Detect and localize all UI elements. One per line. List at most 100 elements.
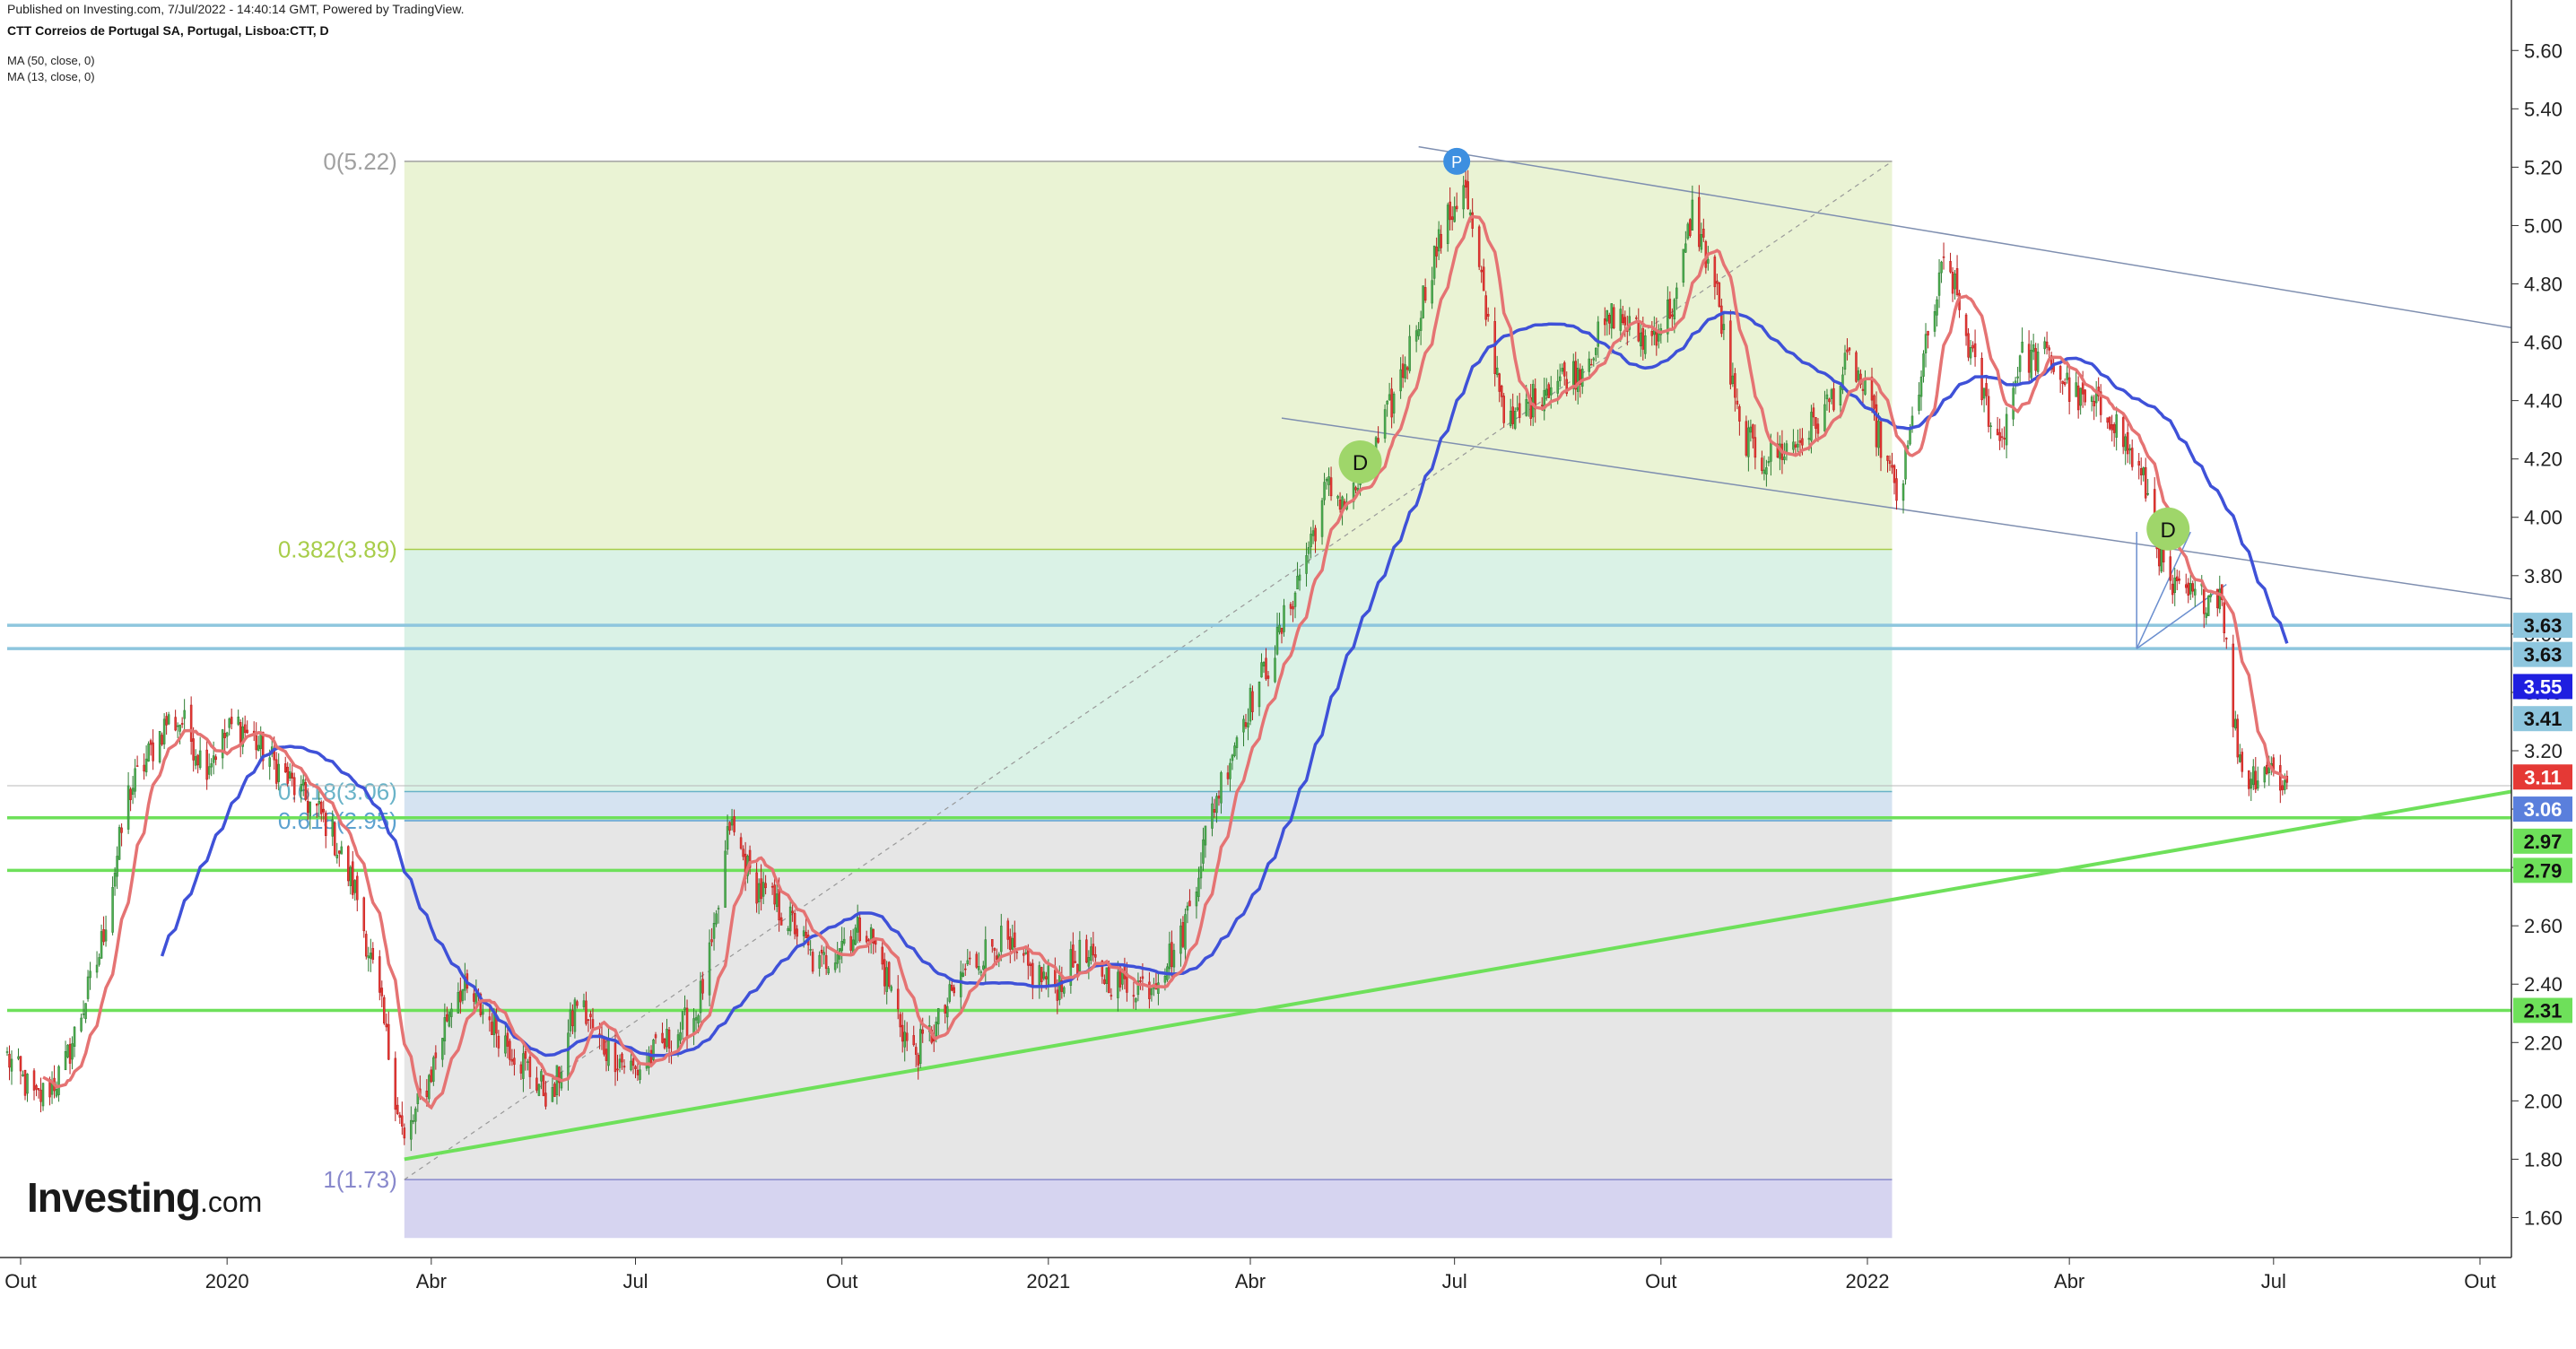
candle <box>1574 361 1578 390</box>
candle <box>960 971 962 997</box>
indicator-ma50-label[interactable]: MA (50, close, 0) <box>7 54 95 67</box>
price-label-text: 2.31 <box>2524 1000 2563 1023</box>
candle <box>210 763 213 768</box>
candle <box>412 1120 415 1122</box>
x-tick-label: Jul <box>622 1270 648 1292</box>
candle <box>1924 334 1928 353</box>
candle <box>1327 476 1330 485</box>
candle <box>198 750 202 769</box>
candle <box>1283 605 1285 632</box>
candle <box>1027 948 1030 966</box>
candle <box>683 1007 686 1010</box>
candle <box>1610 303 1614 329</box>
candle <box>2173 577 2176 593</box>
candle <box>630 1060 632 1070</box>
candle <box>2257 780 2259 789</box>
candle <box>724 850 727 908</box>
candle <box>991 939 994 947</box>
candle <box>1408 335 1411 371</box>
candle <box>1188 901 1191 907</box>
candle <box>1545 388 1548 396</box>
candle <box>1509 410 1512 427</box>
candle <box>802 930 805 936</box>
candle <box>283 763 287 772</box>
candle <box>331 819 335 837</box>
candle <box>2284 779 2286 790</box>
candle <box>1734 373 1736 398</box>
candle <box>849 936 852 951</box>
candle <box>1846 349 1849 352</box>
candle <box>1031 962 1034 987</box>
candle <box>822 952 825 955</box>
candle <box>544 1092 547 1107</box>
candle <box>301 779 305 786</box>
candle <box>403 1127 406 1139</box>
candle <box>37 1088 40 1091</box>
candle <box>1450 216 1454 221</box>
candle <box>2126 431 2129 455</box>
candle <box>1484 295 1487 320</box>
price-label-box <box>2513 828 2572 854</box>
candle <box>1338 500 1342 510</box>
candle <box>349 866 352 886</box>
candle <box>585 1000 587 1024</box>
candle <box>322 808 326 813</box>
candle <box>1029 963 1032 966</box>
candle <box>679 1031 682 1041</box>
candle <box>1718 283 1721 307</box>
candle <box>1954 273 1956 290</box>
candle <box>1982 387 1986 399</box>
candle <box>68 1043 72 1064</box>
candle <box>896 988 900 1010</box>
candle <box>1042 971 1046 979</box>
candle <box>1810 412 1813 441</box>
indicator-ma13-label[interactable]: MA (13, close, 0) <box>7 70 95 83</box>
candle <box>367 955 370 959</box>
candle <box>1815 417 1817 429</box>
candle <box>5 1051 9 1053</box>
candle <box>98 957 100 965</box>
candle <box>338 850 341 854</box>
candle <box>984 939 988 972</box>
candle <box>2043 341 2046 350</box>
candle <box>914 1047 918 1055</box>
candle <box>1323 482 1326 500</box>
candle <box>953 987 956 994</box>
candle <box>1518 403 1521 418</box>
candle <box>901 1024 904 1042</box>
candle <box>223 733 226 738</box>
candle <box>89 970 91 979</box>
x-tick-label: 2022 <box>1846 1270 1890 1292</box>
candle <box>1314 527 1317 542</box>
candle <box>1776 443 1780 458</box>
candle <box>1186 905 1189 911</box>
candle <box>1937 272 1941 296</box>
candle <box>1967 333 1970 358</box>
candle <box>1168 944 1171 970</box>
fib-zone <box>404 821 1893 1180</box>
candle <box>207 766 211 775</box>
price-label-box <box>2513 674 2572 700</box>
candle <box>1204 825 1207 846</box>
candle <box>2142 467 2145 475</box>
price-label-text: 3.63 <box>2524 614 2563 637</box>
candle <box>396 1104 399 1115</box>
candle <box>1260 662 1263 678</box>
candle <box>2241 752 2244 772</box>
candle <box>473 993 475 1002</box>
candle <box>237 717 239 725</box>
candle <box>2193 588 2197 596</box>
candle <box>2254 770 2258 790</box>
marker-badge <box>1443 147 1471 175</box>
candle <box>194 756 197 766</box>
candle <box>1466 181 1469 210</box>
y-tick-label: 5.40 <box>2524 98 2563 120</box>
candle <box>978 966 980 970</box>
candle <box>1247 722 1249 728</box>
candle <box>1644 335 1647 354</box>
candle <box>1832 387 1835 411</box>
chart-title: CTT Correios de Portugal SA, Portugal, L… <box>7 23 329 38</box>
candle <box>497 1035 500 1049</box>
candle <box>1220 772 1223 804</box>
